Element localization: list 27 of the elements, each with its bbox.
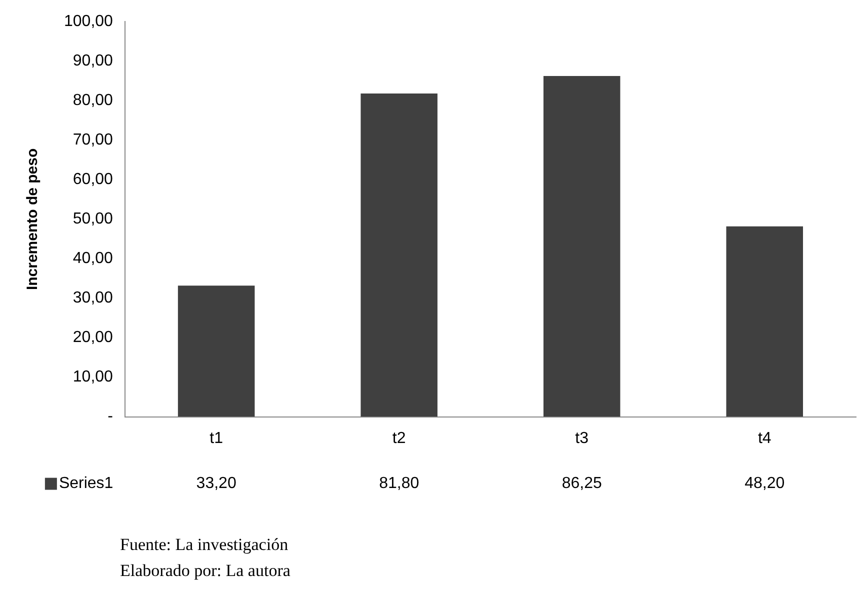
y-tick-label: 60,00 (72, 171, 114, 188)
y-tick-label: 90,00 (72, 52, 114, 70)
y-tick-label: 100,00 (64, 13, 114, 30)
y-tick-label: - (108, 408, 113, 426)
x-tick-label: t4 (758, 430, 772, 447)
y-tick-label: 30,00 (72, 290, 114, 307)
x-tick-label: t1 (210, 430, 224, 447)
y-tick-label: 10,00 (72, 368, 114, 386)
y-tick-label: 20,00 (72, 329, 114, 346)
data-label: 81,80 (379, 475, 420, 492)
data-label: 33,20 (196, 475, 236, 492)
y-axis-title: Incremento de peso (24, 148, 42, 290)
bar (543, 76, 620, 417)
y-tick-label: 40,00 (72, 250, 114, 268)
text: Elaborado por: La autora (120, 560, 290, 582)
bar (178, 286, 255, 417)
data-label: 86,25 (562, 475, 602, 492)
bar (726, 226, 803, 417)
data-label: 48,20 (744, 475, 785, 492)
y-tick-label: 80,00 (72, 92, 114, 110)
x-tick-label: t2 (392, 430, 406, 447)
source-note: Fuente: La investigación (120, 534, 290, 556)
legend-label: Series1 (58, 475, 114, 492)
y-tick-label: 50,00 (72, 210, 114, 228)
x-tick-label: t3 (575, 430, 589, 447)
y-tick-label: 70,00 (72, 132, 114, 149)
bar (360, 94, 438, 417)
